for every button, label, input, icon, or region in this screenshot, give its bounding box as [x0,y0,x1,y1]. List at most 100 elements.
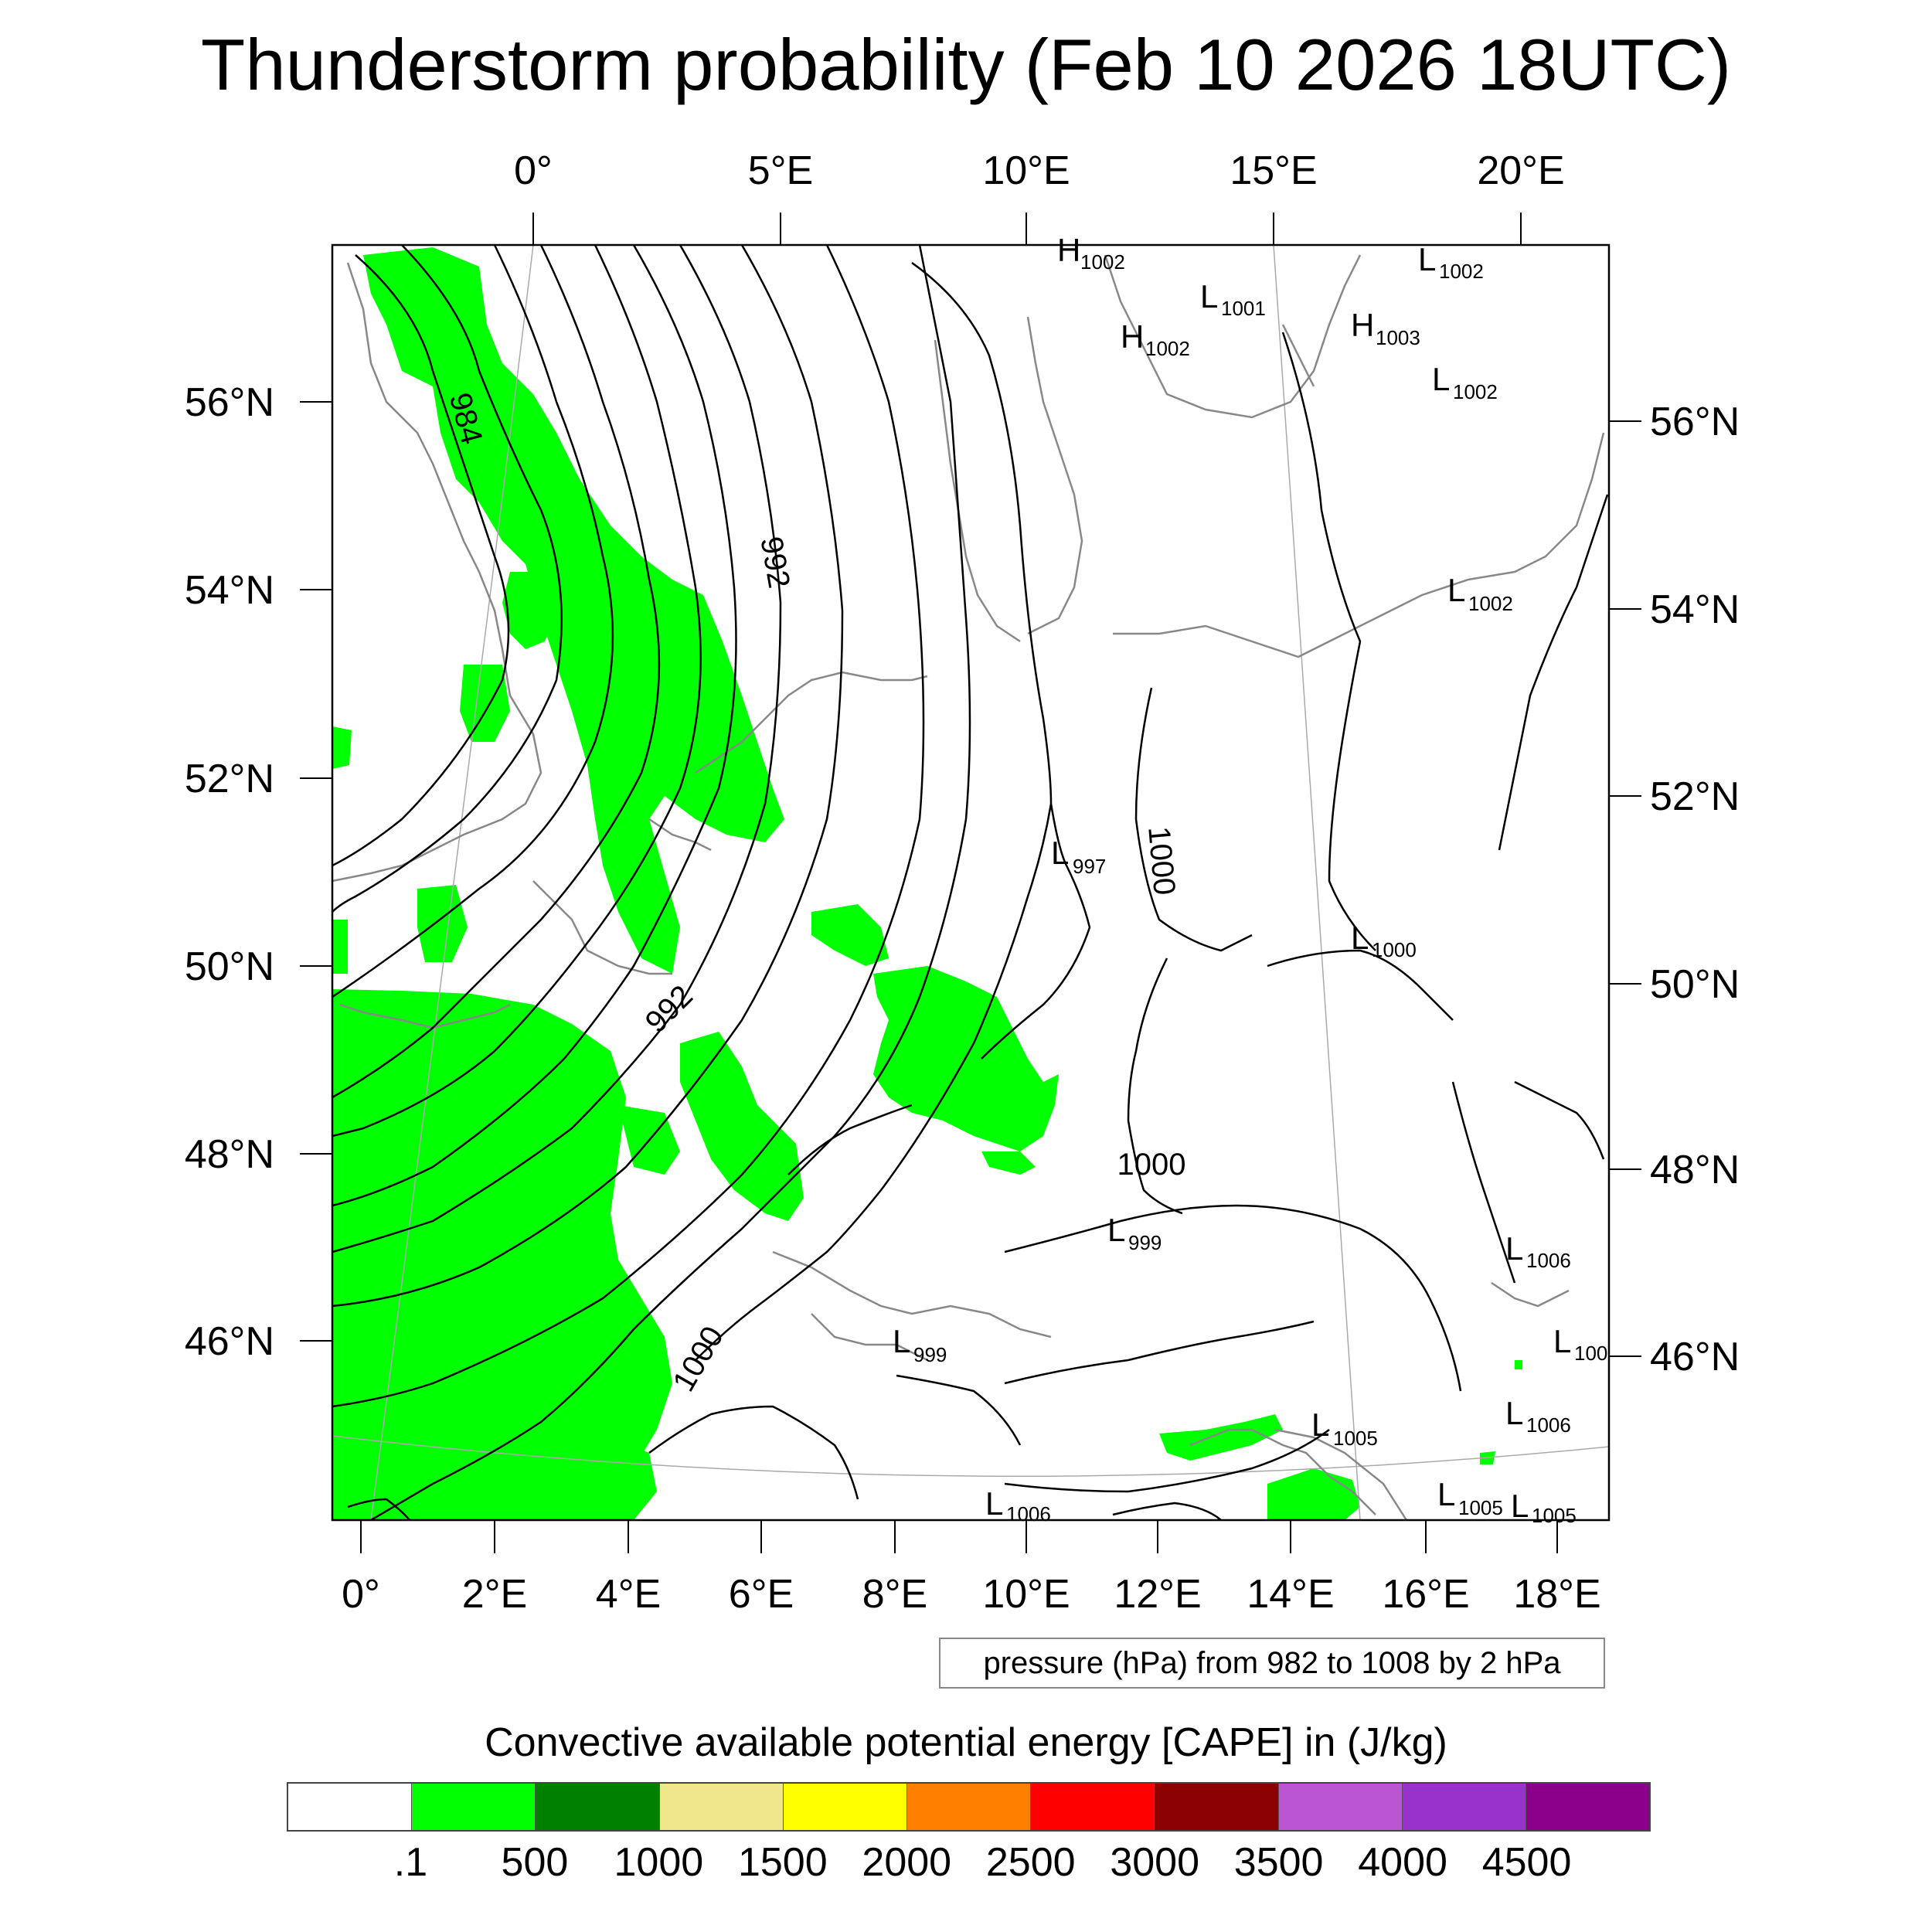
colorbar-swatch [1031,1784,1155,1830]
svg-text:1001: 1001 [1221,297,1266,320]
cape-region-coast-patch [460,665,510,742]
top-lon-label: 20°E [1477,148,1564,193]
pressure-center: L 1001 [1200,278,1266,320]
cape-region-left-edge [332,920,348,974]
colorbar [287,1782,1651,1832]
bottom-lon-label: 0° [342,1572,380,1617]
cape-region-small-east-2 [1515,1360,1522,1369]
pressure-center: L 1000 [1351,920,1417,961]
map-frame [331,243,1611,1522]
svg-text:1002: 1002 [1080,250,1125,274]
bottom-lon-label: 10°E [982,1572,1070,1617]
isobar-label: 992 [753,534,796,590]
svg-text:1006: 1006 [1526,1249,1571,1272]
isobars [332,245,1609,1520]
colorbar-tick-label: 1000 [614,1840,704,1885]
pressure-center: L 100 [1553,1323,1607,1365]
colorbar-tick-label: 500 [501,1840,569,1885]
svg-text:L: L [1107,1212,1125,1248]
coastlines [332,254,1605,1520]
colorbar-swatch [536,1784,660,1830]
svg-text:L: L [893,1323,910,1359]
colorbar-swatch [783,1784,907,1830]
bottom-lon-label: 2°E [462,1572,527,1617]
svg-text:1002: 1002 [1468,592,1513,615]
border-italy [811,1313,928,1362]
top-lon-label: 15°E [1230,148,1317,193]
coast-lowlands [695,671,928,774]
svg-text:997: 997 [1073,855,1106,878]
svg-text:L: L [1511,1488,1529,1524]
svg-text:1003: 1003 [1376,326,1420,349]
right-lat-label: 48°N [1650,1148,1740,1192]
pressure-center: H 1002 [1121,318,1190,360]
cape-region-adriatic [1159,1414,1283,1461]
coast-netherlands [648,818,712,852]
contour-info-box: pressure (hPa) from 982 to 1008 by 2 hPa [939,1638,1605,1689]
axis-ticks [300,213,1641,1553]
svg-text:1002: 1002 [1453,380,1498,403]
cape-region-adriatic-south [1267,1468,1360,1520]
left-lat-label: 48°N [185,1132,274,1177]
colorbar-title: Convective available potential energy [C… [485,1720,1447,1765]
pressure-center: L 1005 [1437,1476,1503,1519]
svg-text:1006: 1006 [1526,1413,1571,1437]
right-lat-label: 54°N [1650,587,1740,632]
svg-text:L: L [1447,572,1465,608]
cape-region-north-patch [502,572,556,649]
colorbar-tick-label: 3000 [1110,1840,1200,1885]
svg-text:L: L [1437,1476,1455,1512]
right-lat-label: 56°N [1650,400,1740,444]
colorbar-tick-label: 3500 [1233,1840,1324,1885]
pressure-center: L 997 [1051,835,1106,878]
colorbar-swatch [1402,1784,1526,1830]
colorbar-tick-label: 2500 [985,1840,1076,1885]
map-title: Thunderstorm probability (Feb 10 2026 18… [200,24,1732,105]
svg-text:1000: 1000 [1372,938,1417,961]
bottom-lon-label: 4°E [596,1572,661,1617]
cape-fill-layer [332,247,1522,1520]
bottom-lon-label: 18°E [1513,1572,1600,1617]
isobar-label: 1000 [1117,1148,1186,1182]
svg-text:H: H [1057,232,1080,268]
left-lat-label: 56°N [185,380,274,425]
right-lat-label: 50°N [1650,962,1740,1007]
cape-region-swiss [680,1032,804,1221]
pressure-center: L 1006 [985,1485,1051,1526]
svg-text:L: L [1505,1230,1523,1267]
cape-region-channel [417,885,468,962]
isobar-label: 1000 [1141,825,1182,896]
pressure-center: L 1006 [1505,1395,1571,1437]
cape-region-northwest [363,247,784,974]
svg-text:1002: 1002 [1439,260,1484,283]
svg-text:1002: 1002 [1145,337,1190,360]
bottom-lon-label: 8°E [862,1572,927,1617]
border-balkans [1491,1281,1570,1308]
coast-gotland [1281,324,1315,387]
svg-text:100: 100 [1574,1342,1607,1365]
svg-text:L: L [1553,1323,1571,1359]
colorbar-tick-label: 2000 [862,1840,952,1885]
svg-text:L: L [1432,361,1450,397]
colorbar-swatch [412,1784,536,1830]
svg-text:999: 999 [1128,1231,1162,1254]
pressure-center: H 1003 [1351,307,1420,349]
top-lon-label: 0° [514,148,553,193]
svg-text:1006: 1006 [1006,1502,1051,1526]
left-lat-label: 46°N [185,1319,274,1364]
coast-denmark-east [1026,316,1083,635]
pressure-center: L 1005 [1511,1488,1577,1527]
colorbar-swatch [1526,1784,1650,1830]
svg-text:1005: 1005 [1333,1427,1378,1450]
pressure-center: L 999 [1107,1212,1162,1254]
svg-text:L: L [1200,278,1218,315]
graticule [332,245,1609,1520]
svg-text:L: L [1051,835,1069,871]
cape-region-germany-east [981,1151,1036,1175]
svg-text:1005: 1005 [1532,1504,1577,1527]
isobar-label: 1000 [666,1321,730,1397]
top-lon-label: 5°E [748,148,813,193]
right-lat-label: 46°N [1650,1335,1740,1379]
coast-baltic-south [1113,432,1605,658]
